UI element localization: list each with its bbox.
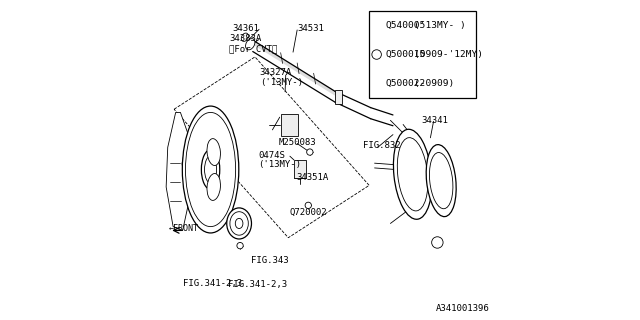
Text: Q540005: Q540005 (385, 21, 426, 30)
Text: 1: 1 (435, 238, 440, 247)
Text: 0474S: 0474S (258, 151, 285, 160)
Ellipse shape (241, 33, 248, 41)
Ellipse shape (230, 212, 248, 235)
Text: FIG.341-2,3: FIG.341-2,3 (228, 280, 287, 289)
Bar (282, 114, 298, 136)
Circle shape (305, 202, 312, 209)
Text: ('13MY-): ('13MY-) (258, 160, 301, 169)
Text: Q500015: Q500015 (385, 50, 426, 59)
Text: 34351A: 34351A (296, 173, 328, 182)
Ellipse shape (227, 208, 252, 239)
Ellipse shape (182, 106, 239, 233)
Text: 34383A: 34383A (229, 34, 261, 43)
Bar (335, 90, 342, 105)
Ellipse shape (236, 218, 243, 228)
Ellipse shape (426, 145, 456, 217)
Text: 34531: 34531 (298, 24, 324, 33)
Ellipse shape (429, 153, 453, 209)
Ellipse shape (394, 129, 432, 219)
Circle shape (237, 243, 243, 249)
Circle shape (372, 50, 381, 59)
Ellipse shape (186, 112, 236, 227)
Text: 〈For CVT〉: 〈For CVT〉 (229, 44, 277, 53)
Ellipse shape (202, 150, 220, 189)
Text: FIG.832: FIG.832 (363, 141, 401, 150)
Ellipse shape (205, 156, 216, 183)
Text: 34361: 34361 (233, 24, 260, 33)
Text: 34341: 34341 (422, 116, 449, 125)
Circle shape (431, 237, 443, 248)
Text: (0909-'12MY): (0909-'12MY) (414, 50, 483, 59)
Text: ←FRONT: ←FRONT (169, 224, 199, 233)
Text: 34327A: 34327A (260, 68, 292, 77)
Text: ('13MY-): ('13MY-) (260, 78, 303, 87)
Text: FIG.343: FIG.343 (251, 256, 289, 265)
Ellipse shape (207, 139, 220, 165)
Ellipse shape (246, 39, 255, 50)
Bar (294, 160, 306, 178)
Text: ('13MY- ): ('13MY- ) (414, 21, 466, 30)
Text: Q720002: Q720002 (290, 208, 328, 217)
Circle shape (307, 149, 313, 155)
Text: 1: 1 (374, 50, 379, 59)
Text: FIG.341-2,3: FIG.341-2,3 (183, 279, 242, 288)
Ellipse shape (207, 173, 220, 200)
Polygon shape (166, 112, 189, 230)
Text: Q500022: Q500022 (385, 79, 426, 88)
Text: A341001396: A341001396 (436, 304, 490, 313)
Ellipse shape (397, 138, 428, 211)
Text: M250083: M250083 (279, 138, 316, 147)
Text: (-0909): (-0909) (414, 79, 454, 88)
Bar (369, 11, 476, 98)
